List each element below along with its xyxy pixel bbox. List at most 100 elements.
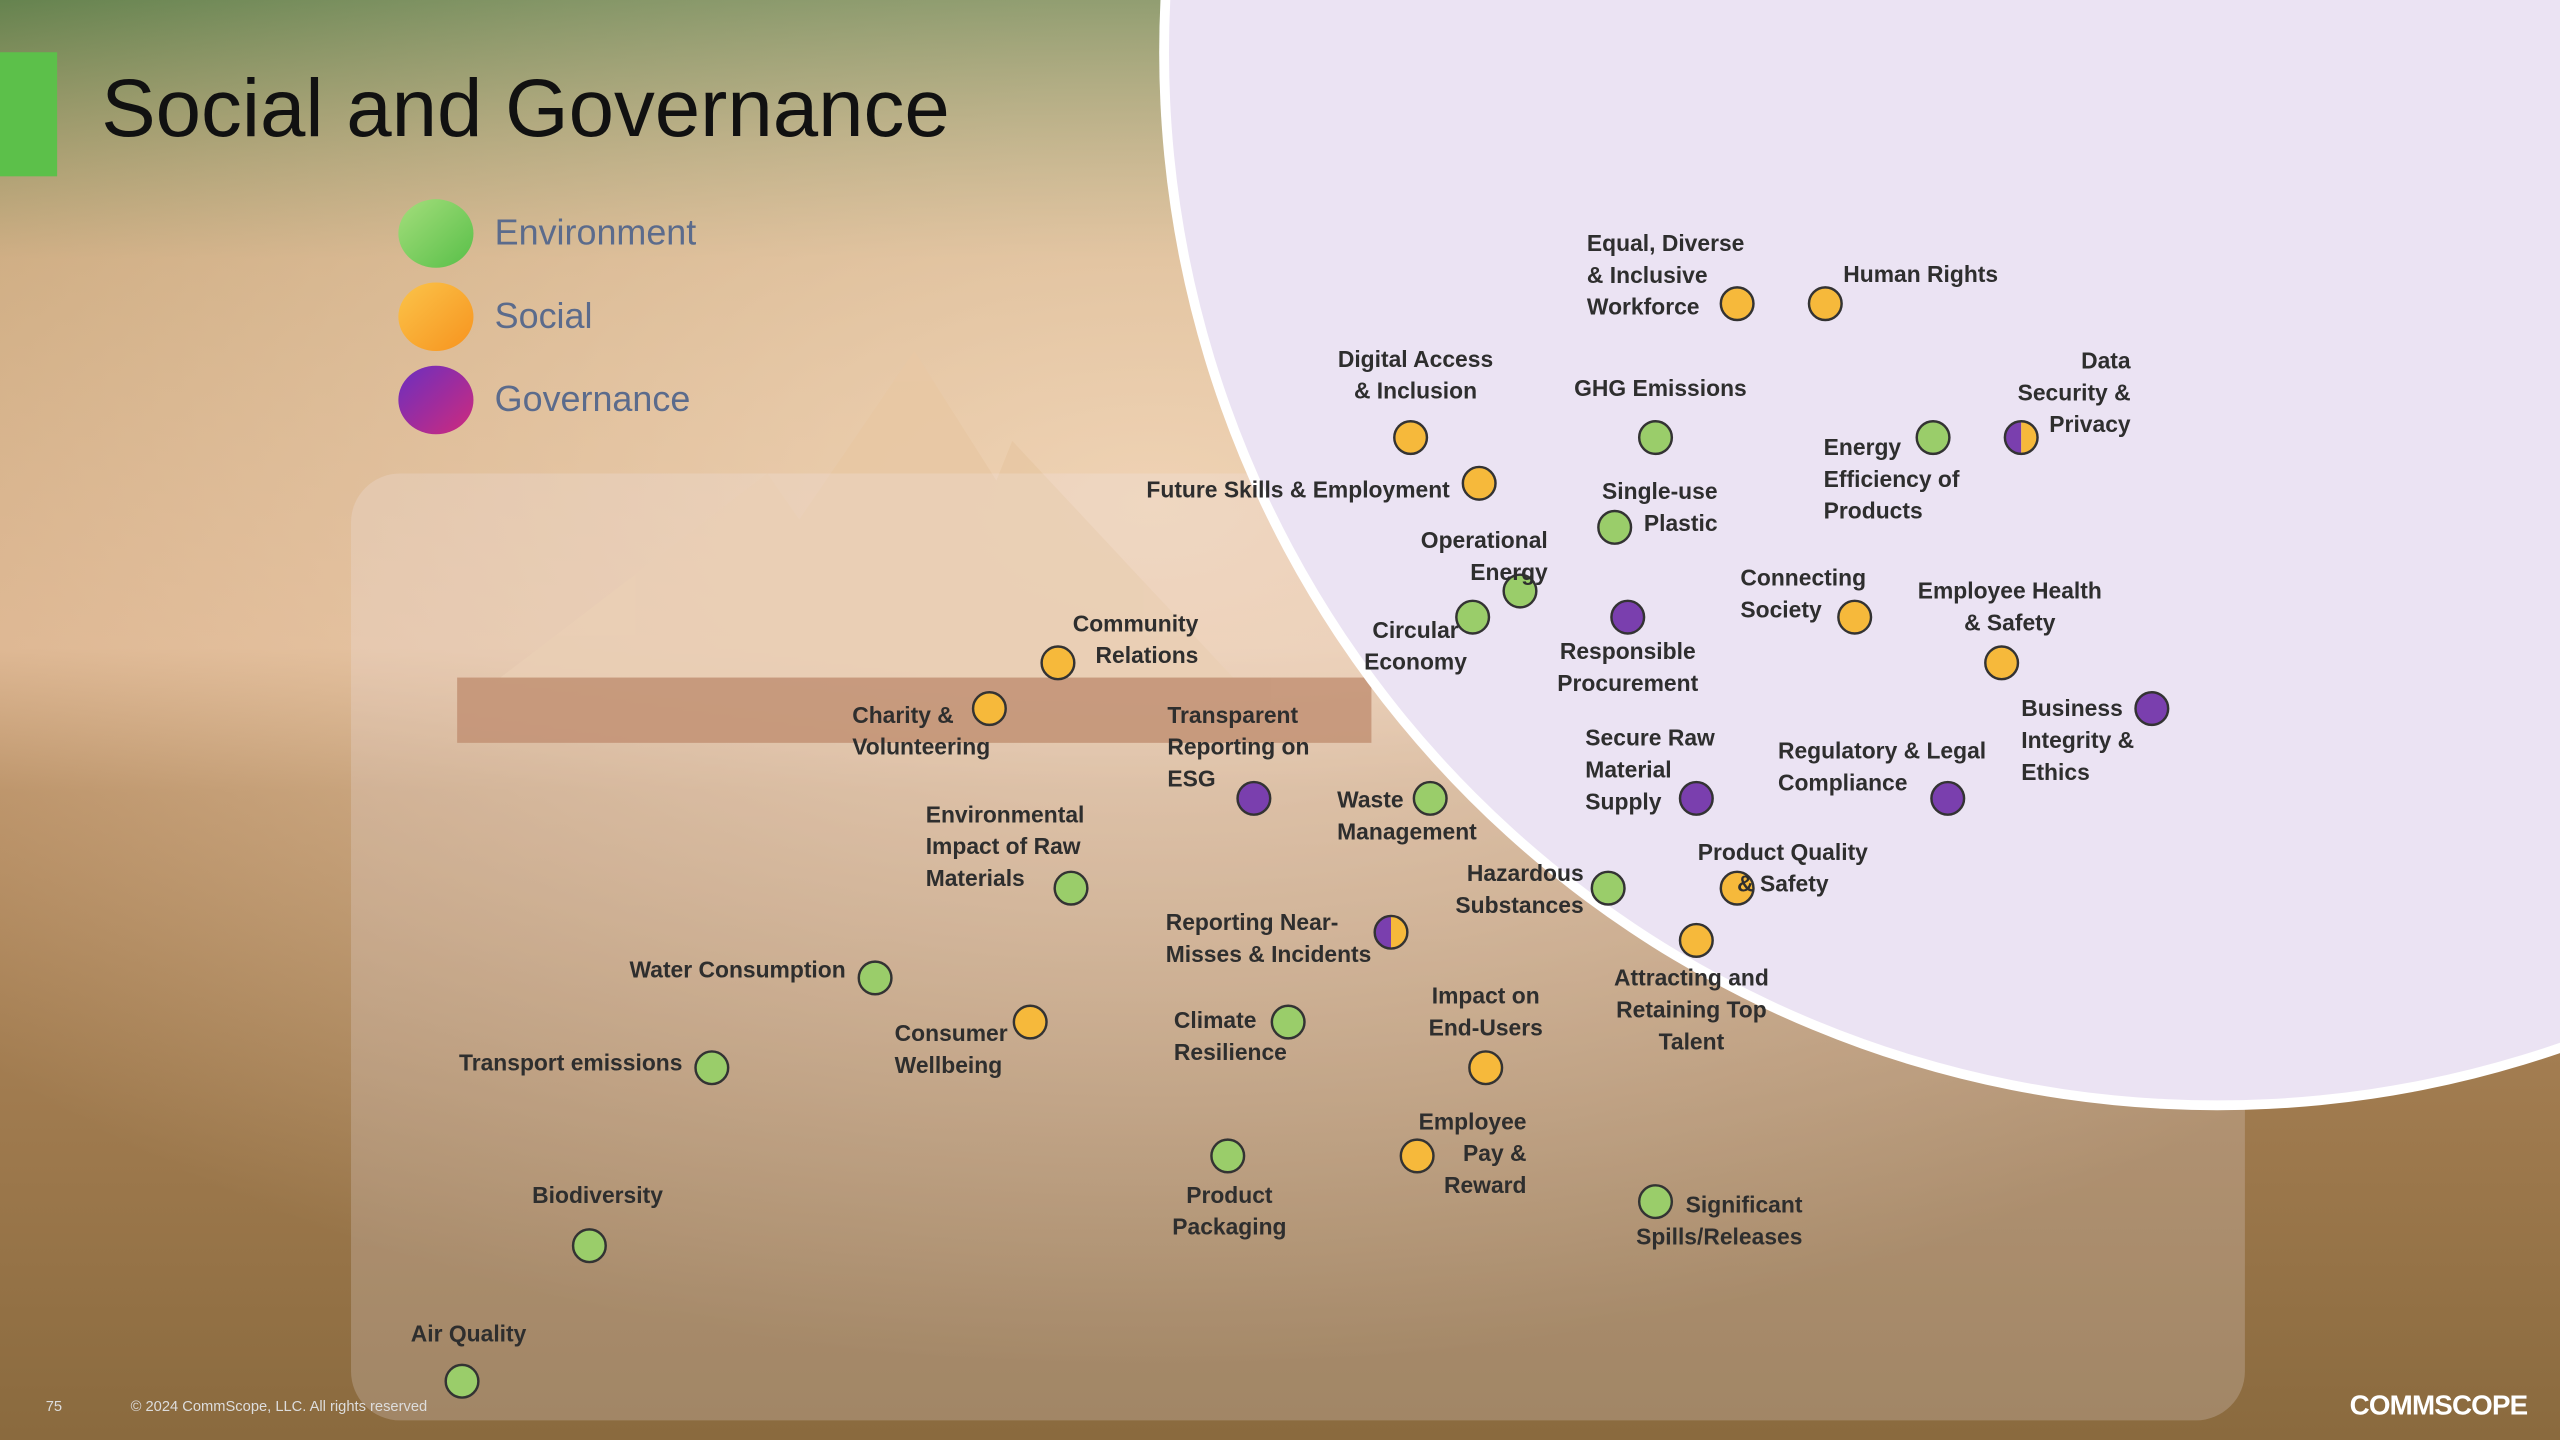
legend-swatch xyxy=(398,199,474,268)
topic-label: Wellbeing xyxy=(895,1052,1002,1078)
dot xyxy=(1393,420,1429,456)
legend: Environment Social Governance xyxy=(398,199,696,435)
dot xyxy=(1637,1184,1674,1220)
topic-label: Workforce xyxy=(1587,294,1700,320)
topic: Regulatory & Legal Compliance xyxy=(1778,738,1986,816)
topic-label: Water Consumption xyxy=(630,956,846,982)
topic-label: Responsible xyxy=(1560,638,1696,664)
topic-label: Future Skills & Employment xyxy=(1146,476,1450,502)
legend-label: Social xyxy=(495,295,593,336)
topic-label: Digital Access xyxy=(1338,346,1493,372)
topic-label: Product Quality xyxy=(1698,839,1868,865)
opera-house xyxy=(457,351,1372,743)
topic: Business Integrity & Ethics xyxy=(2021,691,2170,785)
logo: COMMSCOPE xyxy=(2350,1390,2528,1421)
dot xyxy=(1502,573,1538,609)
topic-label: Material xyxy=(1585,756,1671,782)
lavender-circle xyxy=(1169,0,2560,1101)
topic-label: Waste xyxy=(1337,787,1403,813)
topic: Environmental Impact of Raw Materials xyxy=(926,801,1089,906)
topic-label: Consumer xyxy=(895,1020,1008,1046)
dot xyxy=(2134,691,2170,727)
topic-label: Product xyxy=(1186,1182,1273,1208)
topic-label: End-Users xyxy=(1429,1014,1543,1040)
topic-label: & Inclusive xyxy=(1587,262,1708,288)
topic: Impact on End-Users xyxy=(1429,983,1543,1086)
topic-label: Equal, Diverse xyxy=(1587,230,1744,256)
topic-label: Substances xyxy=(1455,892,1583,918)
topic-label: & Safety xyxy=(1737,871,1829,897)
legend-label: Governance xyxy=(495,378,691,419)
topic-label: Pay & xyxy=(1463,1140,1527,1166)
topic-label: Supply xyxy=(1585,788,1661,814)
dot-outline xyxy=(2003,420,2039,456)
dot xyxy=(444,1363,480,1399)
topic-label: Procurement xyxy=(1557,670,1698,696)
dot xyxy=(1012,1004,1048,1040)
topic-label: Security & xyxy=(2018,379,2131,405)
topic-label: Efficiency of xyxy=(1824,466,1960,492)
topic-label: Talent xyxy=(1659,1028,1725,1054)
dot-half xyxy=(1391,915,1408,949)
topic: Air Quality xyxy=(411,1321,527,1399)
dot xyxy=(1719,870,1755,906)
topic-label: ESG xyxy=(1167,765,1215,791)
topic: Secure Raw Material Supply xyxy=(1585,725,1715,816)
dot xyxy=(694,1050,730,1086)
topic-label: Compliance xyxy=(1778,770,1907,796)
topic: Attracting and Retaining Top Talent xyxy=(1614,922,1769,1054)
dot xyxy=(1807,286,1843,322)
dot xyxy=(1837,599,1873,635)
dot xyxy=(1040,645,1076,681)
dot xyxy=(1455,599,1491,635)
topic: Consumer Wellbeing xyxy=(895,1004,1048,1078)
topic-label: Regulatory & Legal xyxy=(1778,738,1986,764)
topic-label: Environmental xyxy=(926,801,1085,827)
topic: Charity & Volunteering xyxy=(852,691,1007,760)
topic-label: Packaging xyxy=(1172,1214,1286,1240)
dot xyxy=(1399,1138,1435,1174)
topic-label: Operational xyxy=(1421,527,1548,553)
dot xyxy=(1930,780,1966,816)
topic: Data Security & Privacy xyxy=(2003,347,2131,456)
topic: Biodiversity xyxy=(532,1182,663,1264)
topic-label: Transport emissions xyxy=(459,1050,682,1076)
dot xyxy=(1210,1138,1246,1174)
topic-label: Employee Health xyxy=(1918,578,2102,604)
dot xyxy=(1468,1050,1504,1086)
topic-label: Single-use xyxy=(1602,478,1718,504)
topic-label: Employee xyxy=(1419,1108,1527,1134)
topic-label: Reward xyxy=(1444,1172,1527,1198)
topic-label: Impact on xyxy=(1432,983,1540,1009)
topic: Hazardous Substances xyxy=(1455,860,1626,918)
legend-swatch xyxy=(398,282,474,352)
topic: Product Packaging xyxy=(1172,1138,1287,1240)
topic-label: Misses & Incidents xyxy=(1166,941,1372,967)
dot xyxy=(1915,420,1951,456)
topic-label: Charity & xyxy=(852,702,954,728)
topic-label: Privacy xyxy=(2049,411,2131,437)
topic-label: & Inclusion xyxy=(1354,378,1477,404)
dot xyxy=(571,1228,607,1264)
topic-label: Volunteering xyxy=(852,734,990,760)
dot xyxy=(1412,780,1448,816)
topic: Transport emissions xyxy=(459,1050,730,1086)
dot xyxy=(1236,780,1272,816)
dot xyxy=(1637,420,1674,456)
topic: Employee Pay & Reward xyxy=(1399,1108,1527,1198)
topic: Connecting Society xyxy=(1740,565,1873,635)
topic: Reporting Near- Misses & Incidents xyxy=(1166,909,1409,967)
topic-label: Integrity & xyxy=(2021,727,2134,753)
topic-label: Connecting xyxy=(1740,565,1866,591)
topic-label: Energy xyxy=(1470,559,1548,585)
dot xyxy=(1461,465,1497,501)
dot-half xyxy=(2021,421,2038,454)
topic-label: Energy xyxy=(1824,434,1902,460)
dot xyxy=(1597,509,1633,545)
topic: Community Relations xyxy=(1040,610,1199,681)
topic-label: Secure Raw xyxy=(1585,725,1715,751)
topic-label: Impact of Raw xyxy=(926,833,1081,859)
topic-label: GHG Emissions xyxy=(1574,375,1747,401)
